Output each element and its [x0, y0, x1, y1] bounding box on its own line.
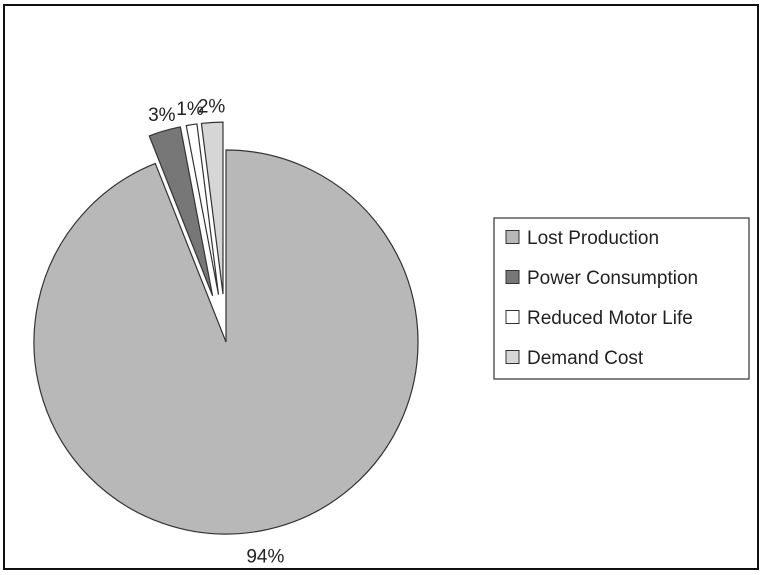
- value-label-reduced-motor-life: 1%: [176, 99, 204, 120]
- legend-swatch-reduced-motor-life: [505, 310, 520, 324]
- value-label-power-consumption: 3%: [148, 105, 176, 126]
- slice-demand-cost: [200, 121, 224, 295]
- slice-lost-production: [33, 149, 419, 535]
- legend-label-reduced-motor-life: Reduced Motor Life: [527, 308, 693, 329]
- legend-swatch-lost-production: [505, 230, 520, 244]
- legend-label-demand-cost: Demand Cost: [527, 348, 644, 369]
- legend-box: [493, 217, 750, 380]
- value-label-demand-cost: 2%: [198, 96, 226, 117]
- pie-slices: [33, 121, 419, 535]
- value-label-lost-production: 94%: [246, 546, 284, 567]
- legend: Lost Production Power Consumption Reduced …: [493, 217, 750, 380]
- legend-swatch-demand-cost: [505, 350, 520, 364]
- legend-label-lost-production: Lost Production: [527, 228, 659, 249]
- slice-power-consumption: [148, 126, 214, 297]
- slice-reduced-motor-life: [185, 123, 220, 295]
- legend-label-power-consumption: Power Consumption: [527, 268, 698, 289]
- legend-swatch-power-consumption: [505, 270, 520, 284]
- slice-labels: 94% 3% 1%2%: [148, 96, 284, 567]
